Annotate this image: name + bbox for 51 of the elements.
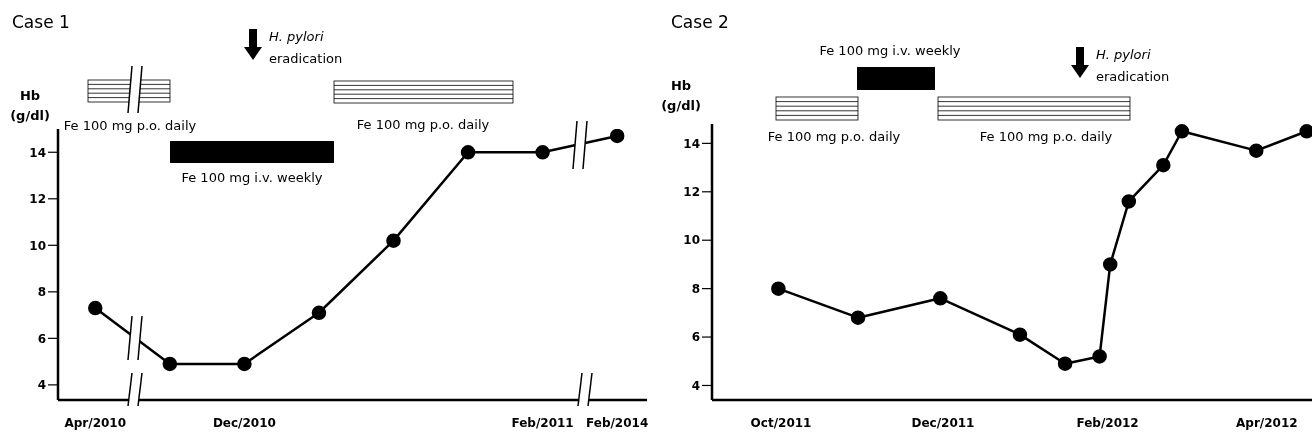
annotation: Fe 100 mg p.o. daily <box>356 117 490 132</box>
point <box>311 305 327 321</box>
y-tick-label: 14 <box>683 136 700 151</box>
annotation: Fe 100 mg i.v. weekly <box>181 170 323 185</box>
text: H. pylori eradication <box>269 29 343 66</box>
point <box>933 291 948 306</box>
point <box>1092 349 1107 364</box>
text: H. pylori eradication <box>1096 47 1170 84</box>
y-tick-label: 14 <box>29 145 46 160</box>
x-tick-label: Dec/2010 <box>212 415 276 430</box>
point <box>850 310 866 325</box>
point <box>1174 124 1190 139</box>
point <box>1057 356 1073 371</box>
annotation: Fe 100 mg p.o. daily <box>979 129 1113 144</box>
annotation: Fe 100 mg p.o. daily <box>63 118 197 133</box>
y-tick-label: 8 <box>37 285 46 300</box>
point <box>1012 327 1028 342</box>
chart-title: Case 2 <box>671 12 729 32</box>
y-tick-label: 12 <box>29 192 46 207</box>
annotation: Fe 100 mg p.o. daily <box>767 129 901 144</box>
x-tick-label: Feb/2011 <box>511 415 574 430</box>
x-tick-label: Apr/2010 <box>64 415 127 430</box>
x-tick-label: Dec/2011 <box>911 415 975 430</box>
y-tick-label: 6 <box>691 330 700 345</box>
point <box>609 129 625 144</box>
y-tick-label: 12 <box>683 185 700 200</box>
point <box>162 356 178 372</box>
chart-title: Case 1 <box>12 12 70 32</box>
x-tick-label: Oct/2011 <box>750 415 812 430</box>
y-tick-label: 6 <box>37 331 46 346</box>
y-tick-label: 4 <box>691 378 700 393</box>
point <box>1102 257 1118 272</box>
x-tick-label: Feb/2012 <box>1076 415 1139 430</box>
point <box>771 281 786 296</box>
point <box>535 145 550 160</box>
text: Fe 100 mg i.v. weekly <box>819 43 961 58</box>
point <box>88 300 103 316</box>
point <box>1156 157 1171 173</box>
point <box>1121 194 1137 209</box>
x-tick-label: Apr/2012 <box>1236 415 1298 430</box>
point <box>460 145 476 160</box>
y-tick-label: 10 <box>683 233 700 248</box>
x-tick-label: Feb/2014 <box>586 415 649 430</box>
y-tick-label: 4 <box>37 378 46 393</box>
y-axis-title: Hb (g/dl) <box>10 88 50 123</box>
y-axis-title: Hb (g/dl) <box>661 78 701 113</box>
y-tick-label: 10 <box>29 238 46 253</box>
point <box>237 356 252 372</box>
point <box>1249 143 1264 158</box>
y-tick-label: 8 <box>691 281 700 296</box>
point <box>386 233 401 248</box>
